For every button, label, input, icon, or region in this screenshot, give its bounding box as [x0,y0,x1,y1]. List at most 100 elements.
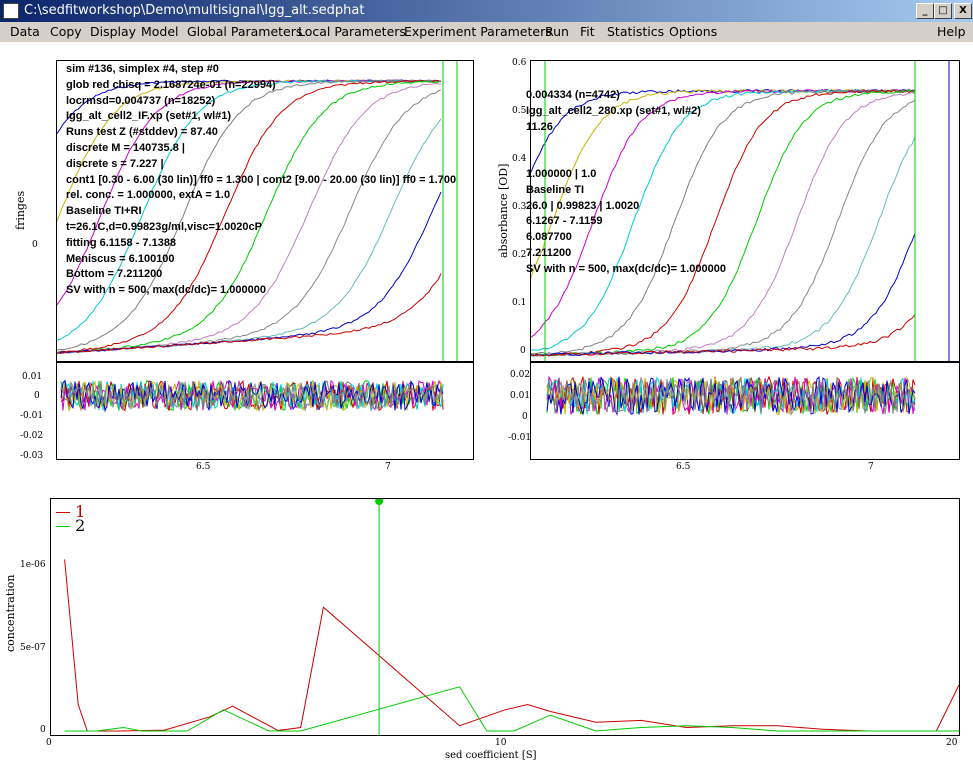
legend-item-1: 1 [56,502,85,521]
left-info-line: fitting 6.1158 - 7.1388 [66,236,177,249]
left-info-line: t=26.1C,d=0.99823g/ml,visc=1.0020cP [66,220,263,233]
left-info-line: cont1 [0.30 - 6.00 (30 lin)] ff0 = 1.300… [66,173,457,186]
legend-label: 2 [75,516,86,535]
title-bar: C:\sedfitworkshop\Demo\multisignal\Igg_a… [0,0,973,22]
left-info-line: Baseline TI+RI [66,205,142,218]
right-residual-plot[interactable] [530,362,960,460]
right-data-plot[interactable] [530,60,960,362]
left-ylabel: fringes [14,190,27,230]
menu-global-parameters[interactable]: Global Parameters [187,24,303,39]
left-info-line: rel. conc. = 1.000000, extA = 1.0 [66,189,231,202]
right-info-line: 6.1267 - 7.1159 [526,215,603,228]
left-data-curves [57,61,458,361]
scan-curve [531,314,916,357]
scan-curve [531,89,915,356]
main-content: fringes 0 sim #136, simplex #4, step #0 … [0,42,973,770]
left-xtick: 7 [385,462,391,472]
legend-swatch [56,512,70,513]
right-ylabel: absorbance [OD] [497,163,510,258]
bottom-xtick: 0 [46,738,52,748]
left-info-line: SV with n = 500, max(dc/dc)= 1.000000 [66,284,266,297]
window-title: C:\sedfitworkshop\Demo\multisignal\Igg_a… [24,3,365,18]
left-residual-tick: -0.01 [20,411,44,421]
menu-local-parameters[interactable]: Local Parameters [298,24,406,39]
left-info-line: discrete s = 7.227 | [66,157,164,170]
left-residual-tick: 0.01 [22,372,43,382]
menu-help[interactable]: Help [937,24,966,39]
app-icon [3,3,19,19]
distribution-plot[interactable] [50,498,960,736]
bottom-ytick: 1e-06 [20,560,46,570]
right-ytick: 0.1 [512,298,527,308]
menu-copy[interactable]: Copy [50,24,82,39]
bottom-ytick: 0 [40,725,46,735]
left-info-line: Bottom = 7.211200 [66,268,163,281]
legend-item-2: 2 [56,516,85,535]
discrete-species-marker [375,499,384,505]
menu-run[interactable]: Run [545,24,569,39]
residual-trace [546,376,916,416]
menu-statistics[interactable]: Statistics [607,24,665,39]
right-info-line [526,135,726,151]
bottom-xtick: 10 [495,738,507,748]
bottom-xtick: 20 [946,738,958,748]
left-data-plot[interactable] [56,60,474,362]
distribution-curves [64,499,959,735]
right-residual-curves [546,375,916,416]
residual-trace [60,379,444,412]
right-ytick: 0.6 [512,58,527,68]
menu-experiment-parameters[interactable]: Experiment Parameters [404,24,552,39]
right-fit-info: 0.004334 (n=4742) Igg_alt_cell2_280.xp (… [526,88,726,278]
right-info-line: SV with n = 500, max(dc/dc)= 1.000000 [526,262,726,275]
left-residual-curves [60,379,444,413]
minimize-button[interactable]: _ [916,3,934,19]
series-line-2 [64,686,959,732]
menu-fit[interactable]: Fit [580,24,595,39]
left-info-line: Meniscus = 6.100100 [66,252,175,265]
right-xtick: 7 [868,462,874,472]
right-residual-tick: 0.01 [510,391,531,401]
right-info-line: 0.004334 (n=4742) [526,89,620,101]
bottom-xlabel: sed coefficient [S] [445,750,537,761]
left-info-line: locrmsd=0.004737 (n=18252) [66,94,216,107]
right-residual-tick: 0.02 [510,370,531,380]
menu-display[interactable]: Display [90,24,137,39]
maximize-button[interactable]: □ [934,3,952,19]
left-residual-tick: -0.02 [20,431,44,441]
right-ytick: 0.3 [512,202,527,212]
menu-model[interactable]: Model [141,24,179,39]
bottom-ytick: 5e-07 [20,643,46,653]
right-info-line: 1.000000 | 1.0 [526,167,597,180]
scan-curve [57,273,442,354]
menu-options[interactable]: Options [669,24,718,39]
left-residual-tick: -0.03 [20,451,44,461]
right-info-line [526,151,726,167]
left-fit-info: sim #136, simplex #4, step #0 glob red c… [66,62,456,299]
menu-data[interactable]: Data [10,24,40,39]
right-residual-tick: -0.01 [508,433,532,443]
left-residual-tick: 0 [34,391,40,401]
residual-trace [60,379,444,413]
right-info-line: 6.087700 [526,231,572,244]
right-info-line: 7.211200 [526,246,572,259]
left-info-line: glob red chisq = 2.168724e-01 (n=22994) [66,78,276,91]
legend-label: 1 [75,502,86,521]
right-xtick: 6.5 [676,462,691,472]
residual-trace [546,376,916,415]
close-button[interactable]: X [954,3,972,19]
right-ytick: 0.2 [512,250,527,260]
right-info-line: Baseline TI [526,183,585,196]
right-info-line: 11.26 [526,120,553,133]
menu-bar: Data Copy Display Model Global Parameter… [0,22,973,42]
right-ytick: 0.4 [512,154,527,164]
right-data-curves [531,61,950,361]
series-line-1 [64,559,959,732]
right-info-line: 26.0 | 0.99823 | 1.0020 [526,199,640,212]
left-info-line: sim #136, simplex #4, step #0 [66,63,219,75]
scan-curve [57,79,442,354]
scan-curve [57,79,442,306]
left-residual-plot[interactable] [56,362,474,460]
bottom-ylabel: concentration [4,574,17,652]
right-ytick: 0.5 [512,106,527,116]
left-xtick: 6.5 [196,462,211,472]
